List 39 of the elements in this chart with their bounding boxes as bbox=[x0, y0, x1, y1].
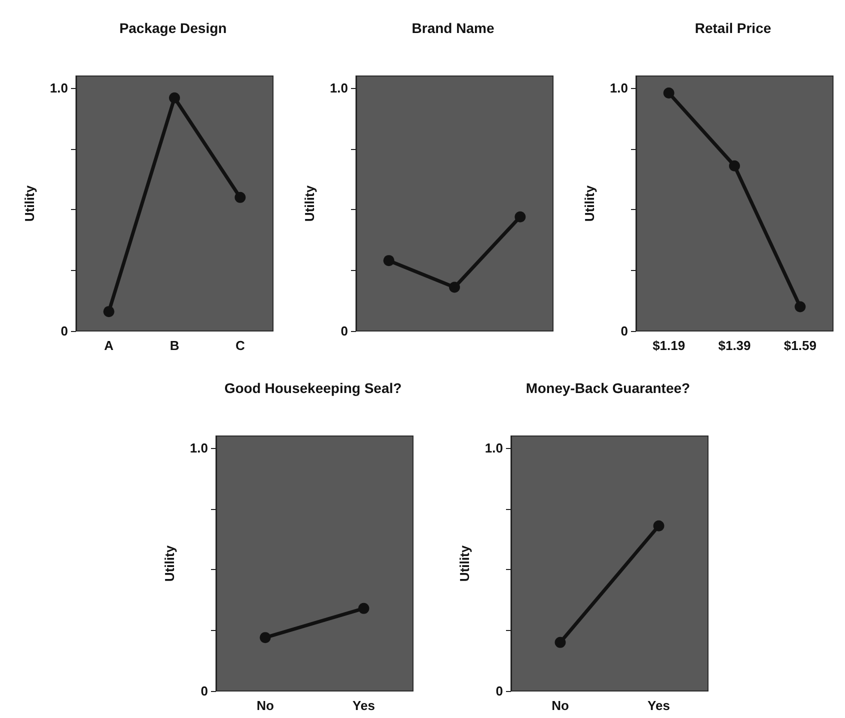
y-tick-label: 1.0 bbox=[50, 80, 68, 96]
x-tick-label: No bbox=[552, 698, 569, 713]
y-tick-label: 1.0 bbox=[484, 440, 503, 456]
point bbox=[234, 192, 246, 203]
y-tick-label: 0 bbox=[496, 684, 503, 698]
y-tick-label: 1.0 bbox=[330, 80, 348, 96]
point bbox=[794, 301, 806, 312]
chart-title: Retail Price bbox=[694, 20, 772, 36]
chart-title: Brand Name bbox=[412, 20, 494, 36]
y-axis-title: Utility bbox=[162, 544, 177, 582]
x-tick-label: Yes bbox=[648, 698, 670, 713]
x-tick-label: C bbox=[235, 338, 246, 353]
point bbox=[663, 88, 674, 98]
y-tick-label: 1.0 bbox=[610, 80, 628, 96]
x-tick-label: $1.39 bbox=[718, 338, 751, 353]
point bbox=[383, 255, 394, 266]
point bbox=[169, 92, 180, 104]
point bbox=[449, 282, 460, 293]
y-axis-title: Utility bbox=[302, 184, 317, 222]
y-tick-label: 0 bbox=[60, 324, 68, 338]
y-tick-label: 0 bbox=[620, 324, 628, 338]
x-tick-label: $1.19 bbox=[652, 338, 686, 353]
point bbox=[103, 306, 114, 318]
point bbox=[514, 211, 526, 222]
y-axis-title: Utility bbox=[582, 184, 597, 222]
x-tick-label: $1.59 bbox=[784, 338, 816, 353]
chart-title: Money-Back Guarantee? bbox=[526, 380, 690, 396]
x-tick-label: B bbox=[170, 338, 180, 353]
y-axis-title: Utility bbox=[22, 184, 37, 222]
chart-title: Good Housekeeping Seal? bbox=[224, 380, 402, 396]
y-tick-label: 0 bbox=[340, 324, 348, 338]
x-tick-label: No bbox=[256, 698, 274, 713]
point bbox=[729, 160, 740, 172]
chart-title: Package Design bbox=[119, 20, 227, 36]
y-tick-label: 0 bbox=[200, 684, 208, 698]
y-tick-label: 1.0 bbox=[190, 440, 208, 456]
y-axis-title: Utility bbox=[457, 544, 472, 582]
x-tick-label: Yes bbox=[352, 698, 375, 713]
x-tick-label: A bbox=[104, 338, 114, 353]
